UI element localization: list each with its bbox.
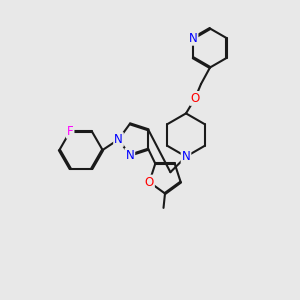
Text: N: N xyxy=(189,32,197,45)
Text: N: N xyxy=(182,150,190,163)
Text: N: N xyxy=(114,133,123,146)
Text: O: O xyxy=(145,176,154,189)
Text: O: O xyxy=(190,92,200,105)
Text: N: N xyxy=(125,149,134,162)
Text: F: F xyxy=(67,125,74,138)
